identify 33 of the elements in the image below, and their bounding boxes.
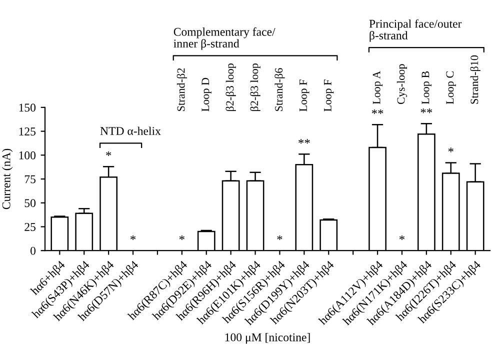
- data-label: *: [130, 235, 136, 240]
- text: Loop B: [422, 71, 432, 104]
- y-tick-label: 75: [24, 175, 36, 184]
- text: Cys-loop: [396, 64, 408, 104]
- y-tick-label: 50: [24, 199, 36, 208]
- annotation: Strand-β2: [176, 68, 188, 111]
- data-label: *: [179, 235, 184, 240]
- text: Loop C: [446, 71, 456, 104]
- data-label: *: [106, 151, 112, 156]
- text: Principal face/outer β-strand: [369, 19, 462, 42]
- data-label: *: [399, 235, 405, 240]
- y-axis-title: Current (nA): [2, 148, 13, 210]
- annotation: Loop D: [202, 78, 212, 112]
- y-tick-label: 150: [19, 104, 36, 112]
- data-label: *: [277, 235, 282, 240]
- data-label: **: [420, 108, 432, 114]
- data-label: **: [298, 139, 310, 144]
- annotation: β2-β3 loop: [226, 63, 236, 111]
- x-axis-title: 100 μM [nicotine]: [225, 333, 310, 344]
- annotation: NTD α-helix: [100, 126, 161, 136]
- text: Complementary face/ inner β-strand: [174, 27, 276, 50]
- data-label: **: [372, 109, 384, 114]
- annotation: Strand-β6: [274, 68, 285, 111]
- y-tick-label: 25: [24, 223, 36, 231]
- annotation: Loop F: [300, 80, 310, 112]
- annotation: β2-β3 loop: [250, 63, 260, 111]
- y-tick-label: 125: [19, 128, 36, 136]
- text: Strand-β10: [470, 55, 480, 104]
- annotation: Loop F: [324, 80, 334, 112]
- data-label: *: [448, 148, 454, 152]
- y-tick-label: 100: [19, 151, 36, 160]
- text: Loop A: [372, 70, 383, 104]
- y-tick-label: 0: [30, 246, 36, 255]
